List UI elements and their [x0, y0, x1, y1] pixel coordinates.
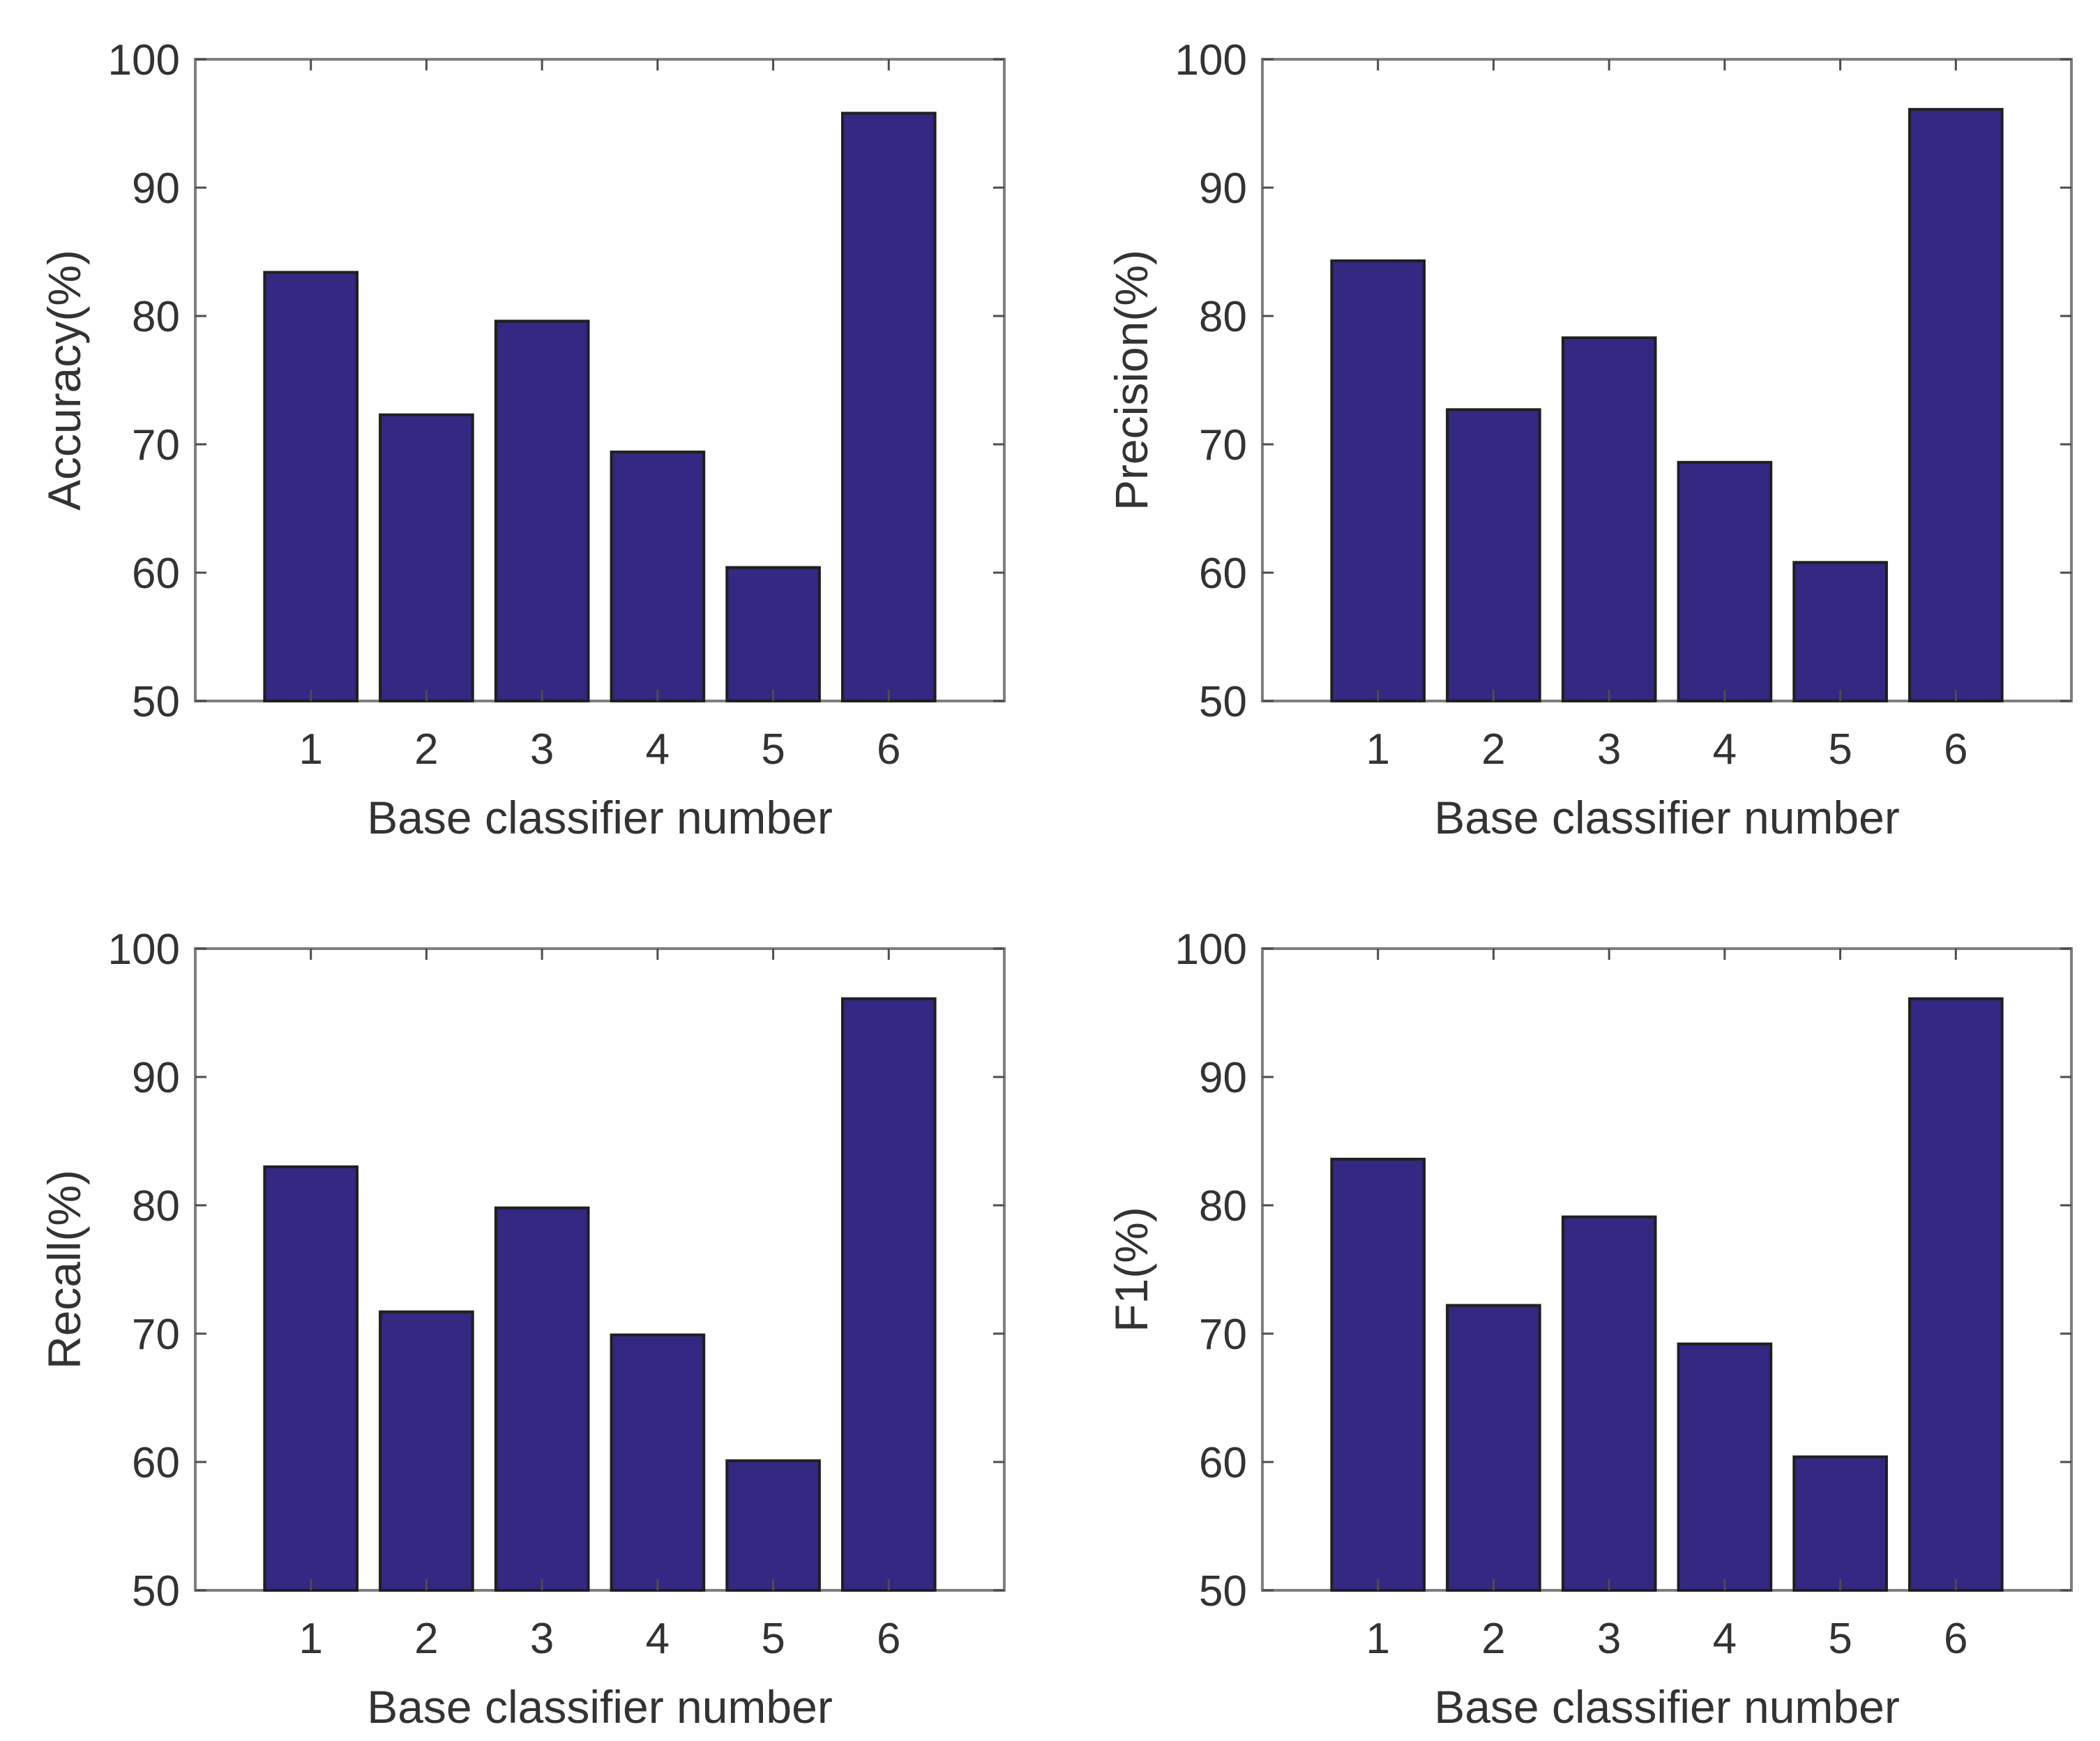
bar-precision-1 — [1330, 259, 1426, 702]
chart-panel-precision: 50 60 70 80 90 100 1 2 3 4 5 6 Base classifier numbe… — [1105, 36, 2073, 843]
x-tick-label: 6 — [1944, 725, 1967, 774]
y-tick-label: 70 — [132, 1311, 180, 1359]
x-axis-label: Base classifier number — [367, 1681, 833, 1733]
bar-accuracy-1 — [263, 271, 358, 702]
bar-precision-5 — [1792, 561, 1888, 702]
x-tick-label: 3 — [1597, 725, 1621, 774]
bar-f1-3 — [1561, 1215, 1657, 1592]
bar-precision-3 — [1561, 336, 1657, 702]
y-tick-label: 70 — [132, 421, 180, 469]
bar-recall-4 — [610, 1333, 706, 1592]
y-tick-label: 60 — [132, 550, 180, 598]
x-tick-label: 2 — [414, 1615, 438, 1663]
x-tick-label: 5 — [1828, 725, 1852, 774]
x-tick-label: 2 — [414, 725, 438, 774]
y-tick-label: 80 — [132, 293, 180, 341]
bar-precision-2 — [1446, 408, 1541, 702]
y-axis-label: F1(%) — [1105, 1207, 1157, 1332]
x-tick-label: 2 — [1481, 725, 1505, 774]
x-tick-label: 4 — [646, 725, 670, 774]
bar-recall-1 — [263, 1165, 358, 1592]
bar-accuracy-3 — [494, 319, 590, 702]
y-tick-label: 90 — [1199, 165, 1247, 213]
x-tick-label: 3 — [1597, 1615, 1621, 1663]
y-axis-label: Precision(%) — [1105, 250, 1157, 511]
x-tick-label: 5 — [1828, 1615, 1852, 1663]
y-tick-label: 50 — [1199, 678, 1247, 726]
bar-recall-2 — [379, 1310, 474, 1592]
y-tick-label: 80 — [132, 1182, 180, 1230]
bar-recall-6 — [841, 997, 937, 1592]
x-tick-label: 5 — [761, 1615, 785, 1663]
bar-f1-1 — [1330, 1157, 1426, 1592]
x-tick-label: 4 — [1713, 725, 1737, 774]
bar-recall-3 — [494, 1206, 590, 1592]
x-tick-label: 6 — [1944, 1615, 1967, 1663]
x-tick-label: 6 — [877, 1615, 900, 1663]
y-tick-label: 50 — [132, 1567, 180, 1615]
y-tick-label: 100 — [1175, 36, 1247, 84]
bar-accuracy-4 — [610, 451, 706, 702]
x-tick-label: 4 — [646, 1615, 670, 1663]
x-tick-label: 1 — [1366, 1615, 1389, 1663]
y-tick-label: 80 — [1199, 1182, 1247, 1230]
y-tick-label: 100 — [108, 926, 180, 974]
y-tick-label: 100 — [1175, 926, 1247, 974]
x-axis-label: Base classifier number — [1434, 792, 1900, 843]
chart-panel-recall: 50 60 70 80 90 100 1 2 3 4 5 6 Base classifier numbe… — [38, 926, 1006, 1733]
y-tick-label: 50 — [132, 678, 180, 726]
y-tick-label: 90 — [132, 165, 180, 213]
y-tick-label: 60 — [132, 1439, 180, 1487]
x-tick-label: 1 — [299, 725, 322, 774]
bar-accuracy-2 — [379, 413, 474, 702]
bar-f1-2 — [1446, 1304, 1541, 1592]
chart-panel-accuracy: 50 60 70 80 90 100 1 2 3 4 5 6 Base classifier numbe… — [38, 36, 1006, 843]
y-tick-label: 70 — [1199, 421, 1247, 469]
x-tick-label: 4 — [1713, 1615, 1737, 1663]
y-tick-label: 100 — [108, 36, 180, 84]
y-tick-label: 50 — [1199, 1567, 1247, 1615]
chart-panel-f1: 50 60 70 80 90 100 1 2 3 4 5 6 Base classifier numbe… — [1105, 926, 2073, 1733]
bar-recall-5 — [725, 1459, 821, 1592]
x-tick-label: 5 — [761, 725, 785, 774]
bar-f1-6 — [1908, 997, 2004, 1592]
x-axis-label: Base classifier number — [367, 792, 833, 843]
bar-f1-5 — [1792, 1455, 1888, 1592]
bar-precision-4 — [1677, 460, 1773, 702]
y-tick-label: 70 — [1199, 1311, 1247, 1359]
x-tick-label: 1 — [299, 1615, 322, 1663]
bar-precision-6 — [1908, 107, 2004, 703]
x-tick-label: 6 — [877, 725, 900, 774]
bar-f1-4 — [1677, 1342, 1773, 1592]
x-tick-label: 1 — [1366, 725, 1389, 774]
bar-accuracy-5 — [725, 566, 821, 702]
y-axis-label: Recall(%) — [38, 1170, 90, 1369]
chart-panels: 50 60 70 80 90 100 1 2 3 4 5 6 Base classifier numbe… — [38, 36, 2073, 1733]
x-tick-label: 3 — [530, 725, 554, 774]
y-tick-label: 60 — [1199, 550, 1247, 598]
bar-accuracy-6 — [841, 112, 937, 703]
y-tick-label: 90 — [132, 1054, 180, 1102]
y-tick-label: 60 — [1199, 1439, 1247, 1487]
y-tick-label: 90 — [1199, 1054, 1247, 1102]
y-tick-label: 80 — [1199, 293, 1247, 341]
y-axis-label: Accuracy(%) — [38, 250, 90, 511]
x-axis-label: Base classifier number — [1434, 1681, 1900, 1733]
x-tick-label: 2 — [1481, 1615, 1505, 1663]
x-tick-label: 3 — [530, 1615, 554, 1663]
